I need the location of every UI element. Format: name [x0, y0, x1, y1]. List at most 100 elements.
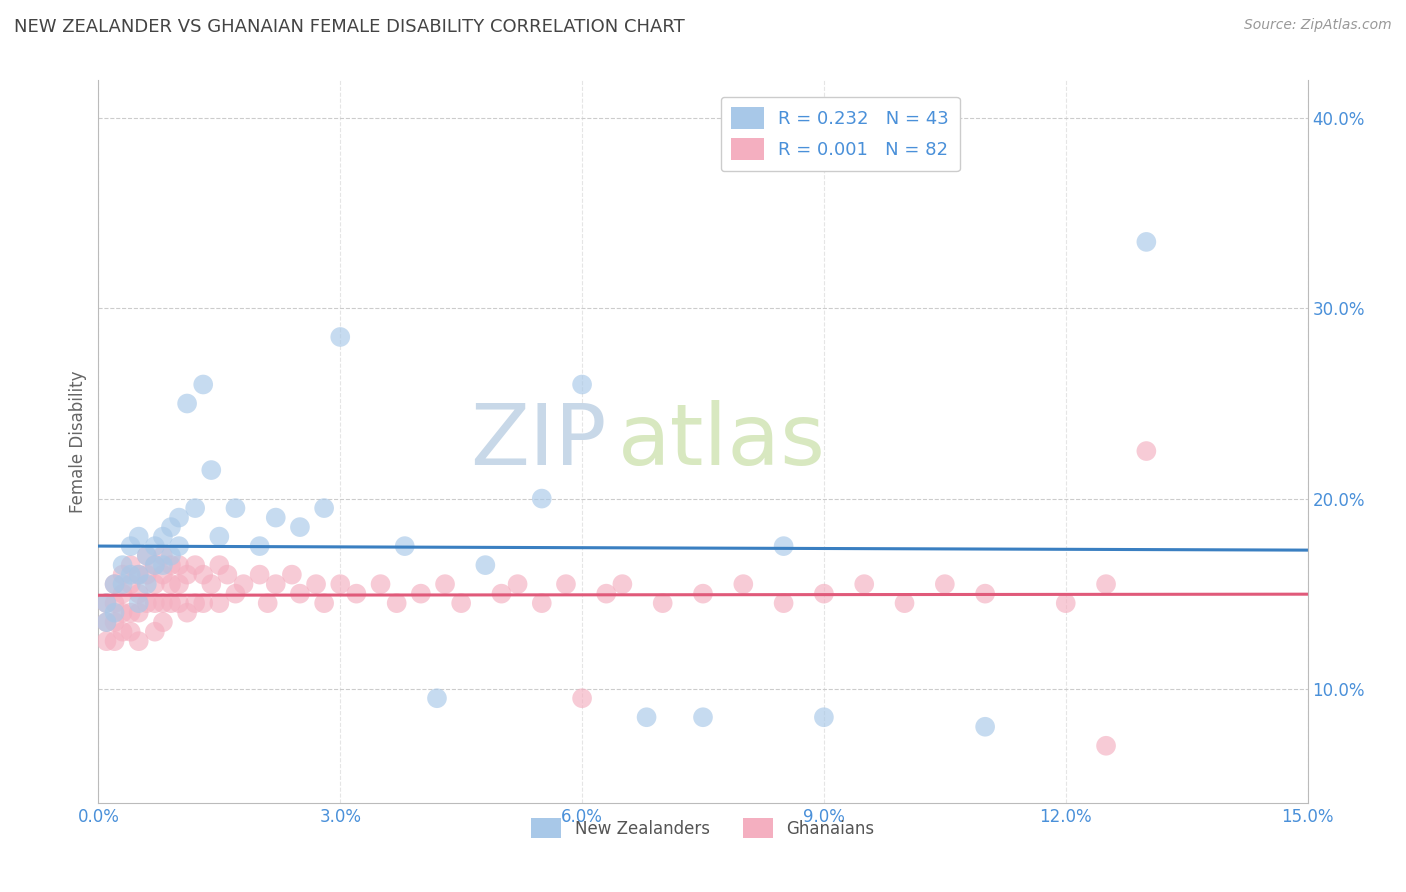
Point: [1054, 596, 1077, 610]
Point: [281, 567, 304, 582]
Point: [612, 577, 634, 591]
Point: [217, 567, 239, 582]
Point: [128, 606, 150, 620]
Point: [128, 587, 150, 601]
Point: [143, 577, 166, 591]
Point: [128, 567, 150, 582]
Point: [111, 606, 134, 620]
Point: [208, 530, 231, 544]
Point: [184, 596, 207, 610]
Point: [143, 539, 166, 553]
Point: [314, 501, 336, 516]
Point: [409, 587, 432, 601]
Point: [184, 501, 207, 516]
Point: [167, 510, 190, 524]
Point: [111, 558, 134, 573]
Point: [160, 577, 183, 591]
Point: [530, 491, 553, 506]
Point: [385, 596, 408, 610]
Y-axis label: Female Disability: Female Disability: [69, 370, 87, 513]
Point: [772, 539, 794, 553]
Point: [224, 501, 246, 516]
Point: [329, 577, 352, 591]
Point: [733, 577, 755, 591]
Point: [111, 567, 134, 582]
Point: [370, 577, 392, 591]
Point: [103, 634, 125, 648]
Point: [143, 624, 166, 639]
Point: [491, 587, 513, 601]
Point: [288, 587, 311, 601]
Point: [314, 596, 336, 610]
Point: [96, 596, 118, 610]
Point: [1095, 739, 1118, 753]
Point: [1095, 577, 1118, 591]
Point: [96, 596, 118, 610]
Point: [249, 567, 271, 582]
Point: [329, 330, 352, 344]
Point: [595, 587, 617, 601]
Point: [426, 691, 449, 706]
Point: [128, 567, 150, 582]
Point: [474, 558, 496, 573]
Point: [692, 710, 714, 724]
Point: [120, 558, 142, 573]
Point: [143, 596, 166, 610]
Point: [450, 596, 472, 610]
Point: [571, 377, 593, 392]
Point: [1135, 235, 1157, 249]
Point: [974, 720, 997, 734]
Point: [167, 558, 190, 573]
Point: [974, 587, 997, 601]
Point: [813, 587, 835, 601]
Point: [651, 596, 673, 610]
Point: [893, 596, 915, 610]
Point: [224, 587, 246, 601]
Point: [176, 396, 198, 410]
Point: [103, 615, 125, 630]
Point: [571, 691, 593, 706]
Point: [143, 558, 166, 573]
Point: [934, 577, 956, 591]
Text: NEW ZEALANDER VS GHANAIAN FEMALE DISABILITY CORRELATION CHART: NEW ZEALANDER VS GHANAIAN FEMALE DISABIL…: [14, 18, 685, 36]
Point: [160, 549, 183, 563]
Point: [103, 577, 125, 591]
Point: [506, 577, 529, 591]
Point: [135, 549, 157, 563]
Point: [152, 596, 174, 610]
Point: [128, 530, 150, 544]
Point: [555, 577, 578, 591]
Point: [232, 577, 254, 591]
Point: [111, 587, 134, 601]
Point: [249, 539, 271, 553]
Point: [636, 710, 658, 724]
Point: [135, 567, 157, 582]
Point: [96, 634, 118, 648]
Point: [256, 596, 278, 610]
Point: [176, 567, 198, 582]
Point: [120, 606, 142, 620]
Point: [103, 606, 125, 620]
Point: [120, 577, 142, 591]
Point: [160, 558, 183, 573]
Point: [152, 549, 174, 563]
Point: [264, 577, 287, 591]
Point: [200, 463, 222, 477]
Point: [128, 634, 150, 648]
Point: [120, 567, 142, 582]
Text: ZIP: ZIP: [470, 400, 606, 483]
Point: [264, 510, 287, 524]
Text: atlas: atlas: [619, 400, 827, 483]
Point: [200, 577, 222, 591]
Point: [1135, 444, 1157, 458]
Point: [111, 624, 134, 639]
Point: [167, 539, 190, 553]
Point: [152, 558, 174, 573]
Point: [167, 577, 190, 591]
Point: [152, 530, 174, 544]
Point: [434, 577, 457, 591]
Point: [692, 587, 714, 601]
Point: [193, 596, 215, 610]
Point: [193, 377, 215, 392]
Point: [530, 596, 553, 610]
